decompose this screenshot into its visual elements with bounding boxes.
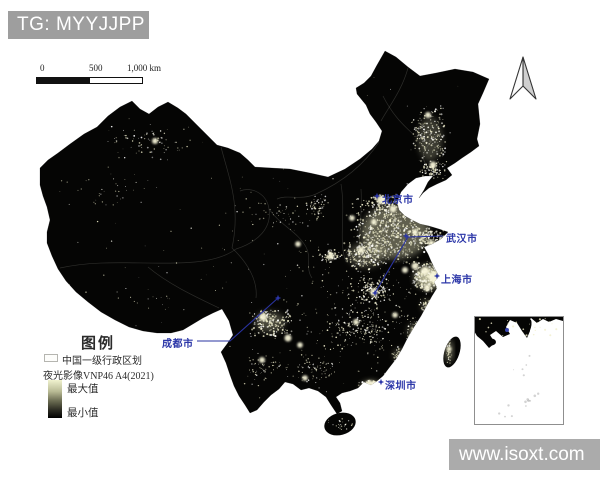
hainan-island	[324, 412, 356, 436]
watermark: www.isoxt.com	[449, 439, 600, 470]
telegram-badge-text: TG: MYYJJPP	[17, 14, 145, 35]
telegram-badge: TG: MYYJJPP	[8, 11, 149, 39]
scale-tick-0: 0	[40, 63, 45, 73]
legend-admin-label: 中国一级行政区划	[62, 356, 142, 367]
legend-min-label: 最小值	[67, 408, 99, 419]
north-arrow-icon	[509, 56, 537, 100]
city-label-shanghai: 上海市	[441, 275, 473, 286]
city-markers	[274, 192, 441, 386]
watermark-text: www.isoxt.com	[459, 443, 585, 465]
legend-layer-label: 夜光影像VNP46 A4(2021)	[43, 371, 154, 382]
inset-map	[474, 316, 564, 425]
legend-max-label: 最大值	[67, 384, 99, 395]
city-label-chengdu: 成都市	[162, 339, 194, 350]
city-leader-lines	[197, 235, 444, 342]
scale-tick-1000: 1,000 km	[127, 63, 162, 73]
city-label-wuhan: 武汉市	[446, 234, 478, 245]
legend-title: 图例	[81, 336, 116, 352]
scale-tick-500: 500	[89, 63, 103, 73]
inset-city-dot	[505, 328, 509, 332]
city-label-beijing: 北京市	[382, 195, 414, 206]
taiwan-island	[443, 336, 461, 368]
city-label-shenzhen: 深圳市	[385, 381, 417, 392]
legend-admin-swatch	[44, 354, 58, 362]
legend-gradient-swatch	[48, 380, 62, 418]
scale-bar-rect	[36, 77, 143, 84]
